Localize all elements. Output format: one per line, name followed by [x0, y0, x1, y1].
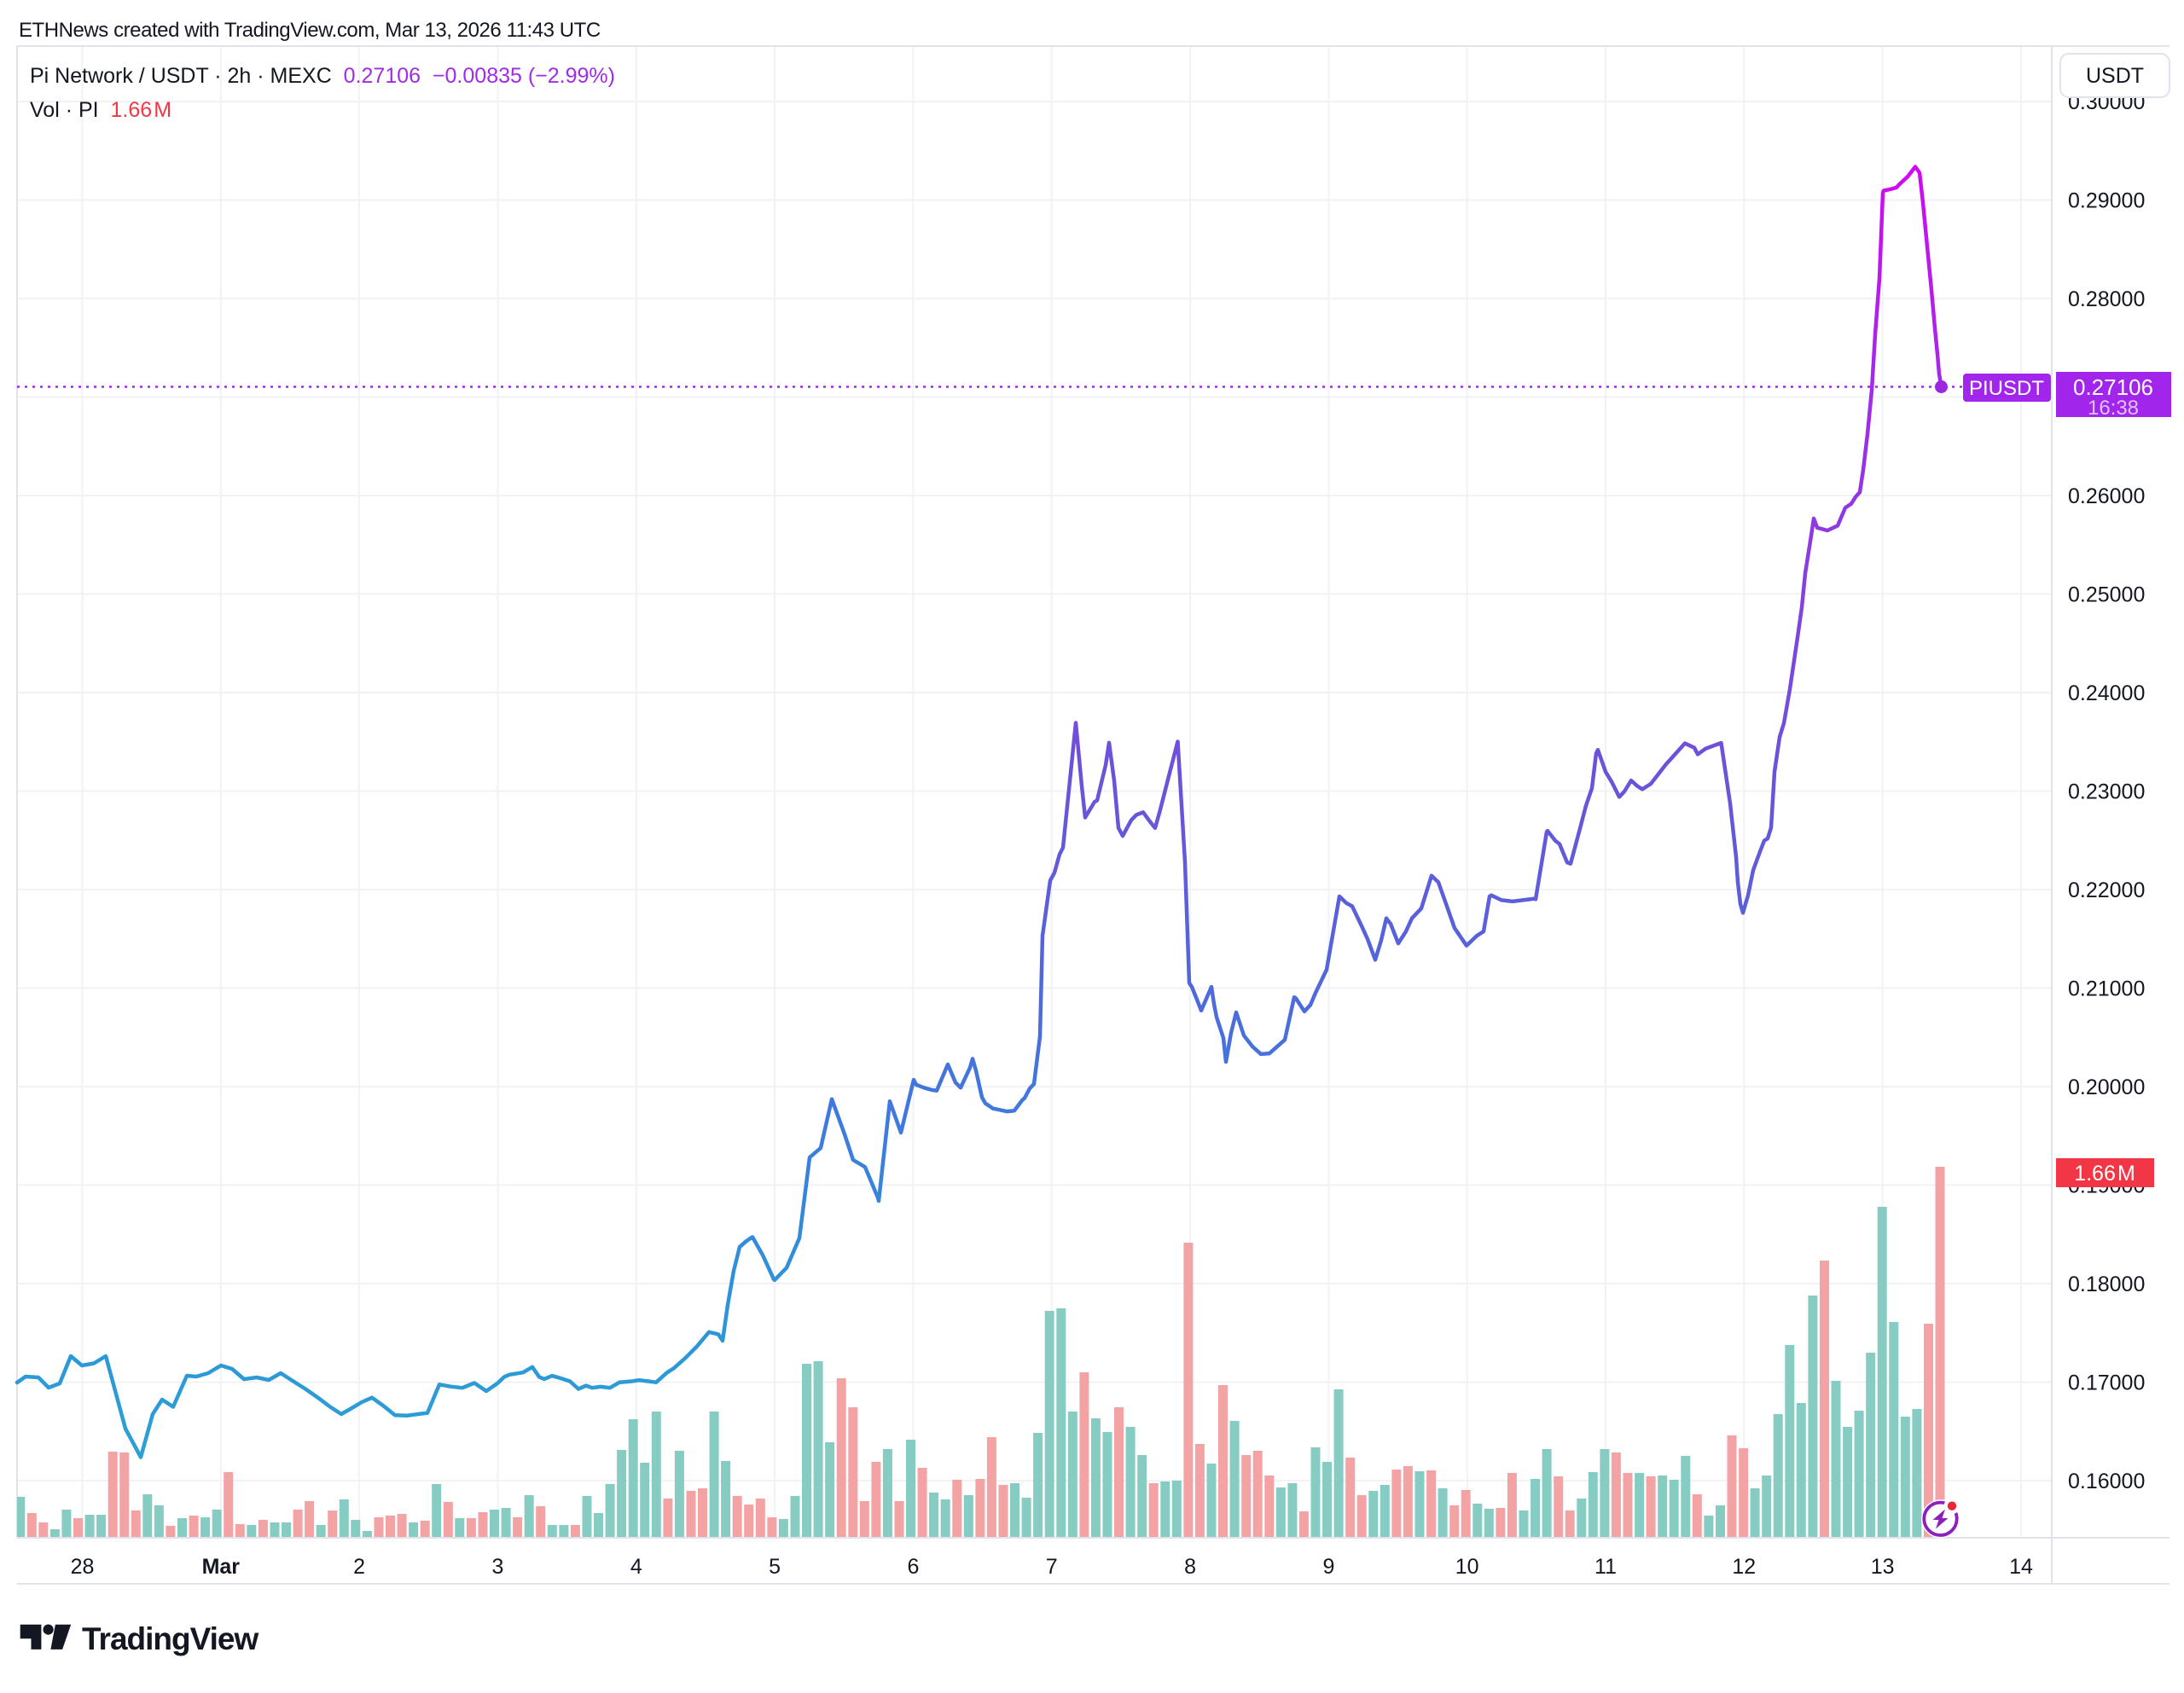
svg-text:0.22000: 0.22000 — [2068, 878, 2145, 902]
svg-text:0.29000: 0.29000 — [2068, 189, 2145, 213]
svg-text:16:38: 16:38 — [2088, 397, 2139, 420]
svg-text:13: 13 — [1871, 1555, 1895, 1579]
svg-text:7: 7 — [1046, 1555, 1058, 1579]
svg-text:4: 4 — [630, 1555, 642, 1579]
svg-text:0.26000: 0.26000 — [2068, 484, 2145, 508]
svg-text:14: 14 — [2009, 1555, 2033, 1579]
svg-text:9: 9 — [1322, 1555, 1334, 1579]
svg-text:12: 12 — [1732, 1555, 1756, 1579]
svg-text:Pi Network / USDT · 2h · MEXC: Pi Network / USDT · 2h · MEXC 0.27106 −0… — [30, 64, 615, 88]
svg-text:0.16000: 0.16000 — [2068, 1470, 2145, 1493]
svg-text:ETHNews created with TradingVi: ETHNews created with TradingView.com, Ma… — [19, 19, 601, 42]
svg-text:0.28000: 0.28000 — [2068, 287, 2145, 311]
svg-text:0.20000: 0.20000 — [2068, 1076, 2145, 1099]
svg-text:8: 8 — [1184, 1555, 1196, 1579]
svg-text:1.66 M: 1.66 M — [2074, 1162, 2135, 1186]
svg-text:0.25000: 0.25000 — [2068, 583, 2145, 607]
svg-text:PIUSDT: PIUSDT — [1969, 377, 2044, 400]
svg-text:TradingView: TradingView — [82, 1621, 258, 1656]
svg-text:Vol · PI 1.66 M: Vol · PI 1.66 M — [30, 98, 171, 122]
svg-text:5: 5 — [769, 1555, 781, 1579]
svg-text:6: 6 — [907, 1555, 919, 1579]
svg-text:0.27106: 0.27106 — [2073, 374, 2153, 400]
svg-text:0.21000: 0.21000 — [2068, 977, 2145, 1001]
svg-text:0.23000: 0.23000 — [2068, 780, 2145, 804]
svg-text:2: 2 — [353, 1555, 365, 1579]
svg-text:10: 10 — [1455, 1555, 1479, 1579]
svg-text:0.18000: 0.18000 — [2068, 1273, 2145, 1296]
svg-text:Mar: Mar — [202, 1555, 241, 1579]
svg-text:3: 3 — [492, 1555, 504, 1579]
svg-text:USDT: USDT — [2086, 64, 2144, 88]
svg-text:11: 11 — [1594, 1555, 1617, 1579]
svg-text:28: 28 — [71, 1555, 95, 1579]
svg-text:0.17000: 0.17000 — [2068, 1371, 2145, 1395]
svg-text:0.24000: 0.24000 — [2068, 681, 2145, 705]
